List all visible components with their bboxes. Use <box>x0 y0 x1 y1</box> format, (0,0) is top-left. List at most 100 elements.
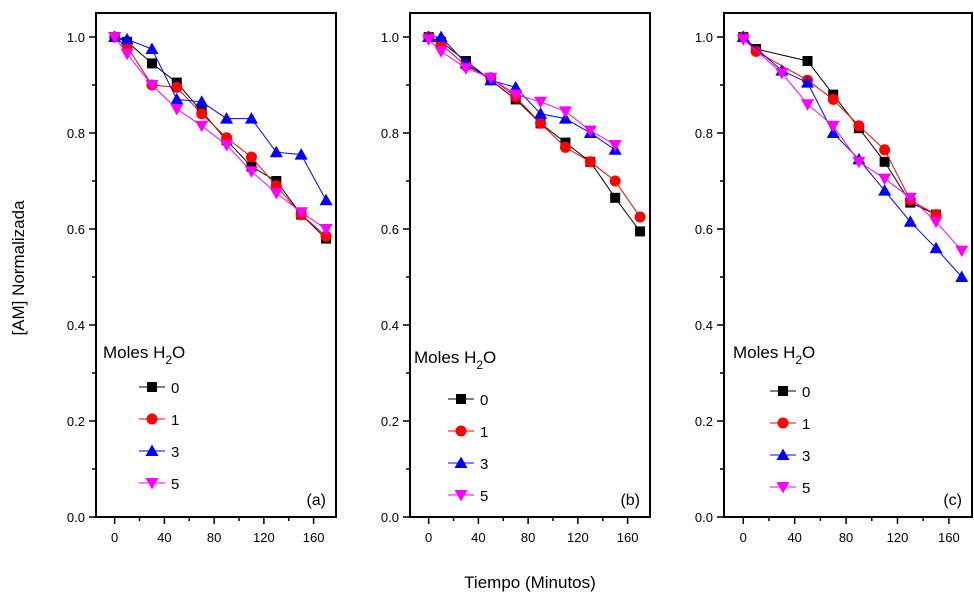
y-tick-label: 0.4 <box>381 318 399 333</box>
series-line <box>114 36 327 230</box>
data-point <box>559 141 571 153</box>
series-5 <box>108 32 333 236</box>
legend-label: 3 <box>480 456 488 473</box>
legend-label: 5 <box>802 480 810 497</box>
data-point <box>878 184 892 196</box>
y-tick-label: 0.0 <box>695 510 713 525</box>
legend-label: 3 <box>171 444 179 461</box>
y-tick-label: 0.2 <box>695 414 713 429</box>
data-point <box>220 112 234 124</box>
x-tick-label: 40 <box>157 530 171 545</box>
data-point <box>635 226 646 237</box>
legend-marker <box>778 386 788 396</box>
chart-panel-2: 0 40 80 120 160 0.0 0.2 0.4 0.6 0.8 1.0 Moles H2O 0 1… <box>381 12 651 545</box>
data-point <box>146 58 157 69</box>
data-point <box>509 80 523 93</box>
data-point <box>827 93 839 105</box>
data-point <box>534 107 548 119</box>
data-point <box>459 63 473 75</box>
legend: Moles H2O 0 1 3 5 <box>733 343 815 497</box>
data-point <box>145 42 159 54</box>
data-point <box>196 108 208 120</box>
data-point <box>120 48 134 61</box>
panel-label: (a) <box>306 492 326 509</box>
series-line <box>114 36 327 237</box>
data-point <box>558 106 572 118</box>
legend: Moles H2O 0 1 3 5 <box>414 348 496 505</box>
legend-label: 1 <box>171 412 179 429</box>
data-point <box>269 145 283 158</box>
x-tick-label: 160 <box>303 530 325 545</box>
x-tick-label: 0 <box>111 530 118 545</box>
legend: Moles H2O 0 1 3 5 <box>103 343 185 493</box>
legend-marker <box>776 482 790 494</box>
series-5 <box>736 34 969 258</box>
legend-label: 1 <box>802 416 810 433</box>
series-line <box>428 36 641 232</box>
legend-entry-0: 0 <box>139 380 179 397</box>
data-point <box>634 211 646 223</box>
legend-label: 0 <box>480 392 488 409</box>
data-point <box>583 125 597 138</box>
x-tick-label: 80 <box>207 530 221 545</box>
data-point <box>294 207 308 219</box>
data-point <box>955 245 969 258</box>
x-tick-label: 80 <box>839 530 853 545</box>
data-point <box>294 148 308 160</box>
panel-label: (b) <box>620 492 640 509</box>
series-line <box>742 36 963 278</box>
legend-entry-5: 5 <box>139 476 179 493</box>
series-line <box>114 36 327 239</box>
y-tick-label: 0.6 <box>695 222 713 237</box>
data-point <box>108 32 122 44</box>
data-point <box>903 215 917 227</box>
data-point <box>195 120 209 133</box>
legend-label: 0 <box>802 384 810 401</box>
legend-title-end: O <box>483 348 496 367</box>
data-point <box>120 32 134 45</box>
data-point <box>903 192 917 205</box>
plot-frame <box>723 12 973 518</box>
series-0 <box>423 32 646 237</box>
legend-marker <box>146 413 158 425</box>
plot-frame <box>95 12 337 518</box>
series-0 <box>738 32 942 220</box>
data-point <box>801 99 815 111</box>
y-tick-label: 0.4 <box>67 318 85 333</box>
data-point <box>269 188 283 200</box>
y-tick-label: 1.0 <box>67 30 85 45</box>
data-point <box>878 173 892 186</box>
legend-title-subscript: 2 <box>795 353 802 367</box>
data-point <box>244 112 258 124</box>
data-point <box>170 104 184 116</box>
legend-entry-5: 5 <box>448 488 488 505</box>
data-point <box>929 216 943 229</box>
legend-entry-0: 0 <box>448 392 488 409</box>
series-line <box>114 36 327 201</box>
data-point <box>826 120 840 133</box>
legend-marker <box>776 448 790 460</box>
legend-label: 5 <box>171 476 179 493</box>
data-point <box>534 96 548 109</box>
x-tick-label: 120 <box>887 530 909 545</box>
data-point <box>145 80 159 92</box>
data-point <box>434 30 448 42</box>
chart-panel-1: 0 40 80 120 160 0.0 0.2 0.4 0.6 0.8 1.0 Moles H2O 0 1… <box>67 12 337 545</box>
y-tick-label: 0.4 <box>695 318 713 333</box>
data-point <box>171 81 183 93</box>
data-point <box>736 34 750 46</box>
data-point <box>195 95 209 107</box>
data-point <box>422 34 436 46</box>
y-tick-label: 0.8 <box>67 126 85 141</box>
legend-title: Moles H2O <box>733 343 815 367</box>
x-tick-label: 40 <box>787 530 801 545</box>
series-line <box>742 39 963 251</box>
y-axis-title: [AM] Normalizada <box>9 200 28 336</box>
data-point <box>484 72 498 85</box>
data-point <box>801 76 815 88</box>
legend-title: Moles H2O <box>103 343 185 367</box>
data-point <box>584 156 596 168</box>
x-tick-label: 120 <box>567 530 589 545</box>
data-point <box>609 175 621 187</box>
legend-marker <box>455 425 467 437</box>
